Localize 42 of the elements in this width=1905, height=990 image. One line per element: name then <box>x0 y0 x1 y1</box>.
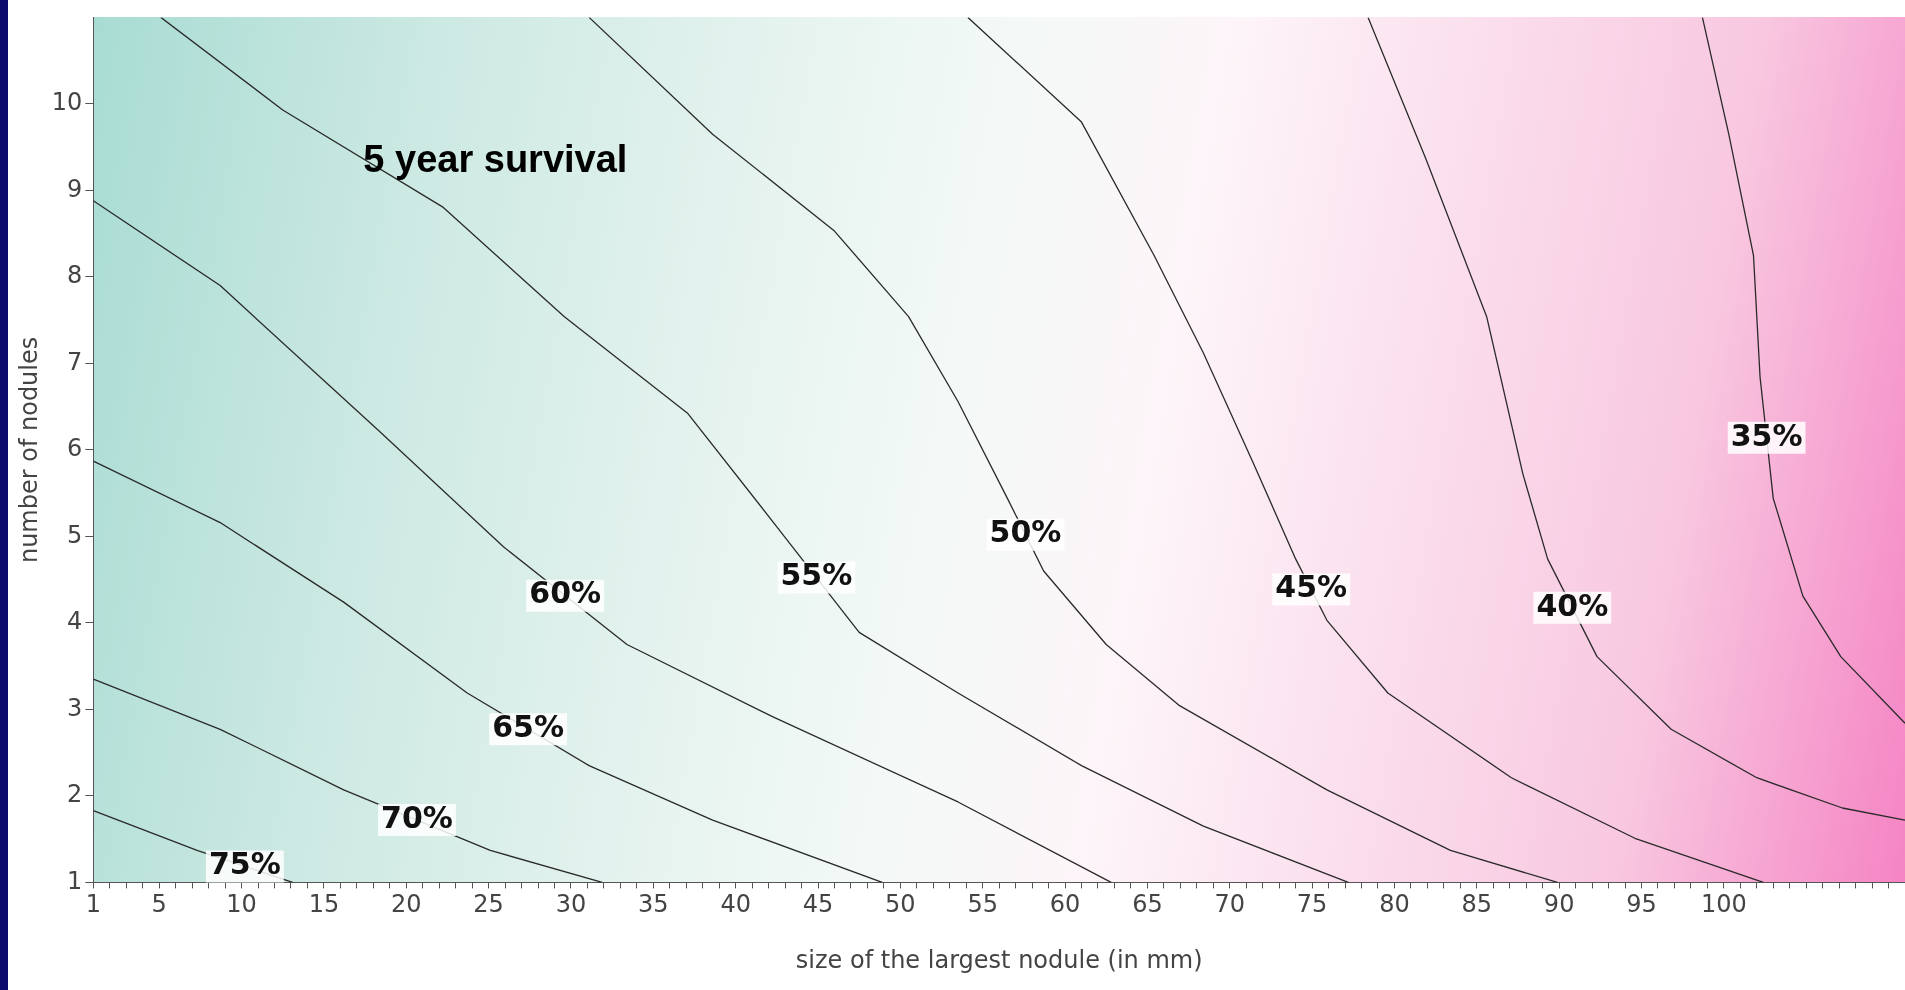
x-tick-label: 30 <box>555 890 587 919</box>
x-tick-label: 95 <box>1626 890 1657 919</box>
x-axis-title: size of the largest nodule (in mm) <box>795 945 1203 974</box>
x-tick-label: 40 <box>720 890 751 919</box>
y-tick-label: 9 <box>67 174 83 203</box>
y-tick-label: 4 <box>67 607 83 636</box>
x-tick-label: 65 <box>1132 890 1163 919</box>
series-label: 50% <box>989 514 1062 550</box>
series-label: 55% <box>780 557 853 593</box>
series-label: 35% <box>1730 417 1803 453</box>
x-tick-label: 1 <box>85 890 101 919</box>
x-tick-label: 15 <box>308 890 340 919</box>
y-tick-label: 7 <box>67 347 83 376</box>
series-label: 75% <box>208 846 281 882</box>
y-axis-title: number of nodules <box>14 336 43 564</box>
series-label: 65% <box>492 709 565 745</box>
y-tick-label: 10 <box>51 88 83 117</box>
x-tick-label: 10 <box>226 890 257 919</box>
y-tick-label: 1 <box>67 866 83 895</box>
x-tick-label: 80 <box>1379 890 1410 919</box>
series-label: 45% <box>1275 569 1348 605</box>
x-tick-label: 50 <box>885 890 916 919</box>
y-tick-label: 2 <box>67 780 83 809</box>
series-label: 60% <box>529 575 602 611</box>
x-tick-label: 70 <box>1214 890 1246 919</box>
x-tick-label: 85 <box>1461 890 1493 919</box>
x-tick-label: 20 <box>390 890 422 919</box>
y-tick-label: 6 <box>67 434 83 463</box>
x-tick-label: 75 <box>1296 890 1328 919</box>
x-tick-label: 45 <box>802 890 834 919</box>
y-tick-label: 5 <box>67 520 83 549</box>
x-tick-label: 35 <box>638 890 669 919</box>
y-tick-label: 8 <box>67 261 83 290</box>
series-label: 40% <box>1536 587 1609 623</box>
x-tick-label: 25 <box>473 890 504 919</box>
x-tick-label: 55 <box>967 890 998 919</box>
x-tick-label: 5 <box>151 890 167 919</box>
x-tick-label: 100 <box>1700 890 1747 919</box>
x-tick-label: 90 <box>1543 890 1575 919</box>
series-label: 70% <box>381 799 453 835</box>
y-tick-label: 3 <box>67 693 83 722</box>
x-tick-label: 60 <box>1049 890 1081 919</box>
